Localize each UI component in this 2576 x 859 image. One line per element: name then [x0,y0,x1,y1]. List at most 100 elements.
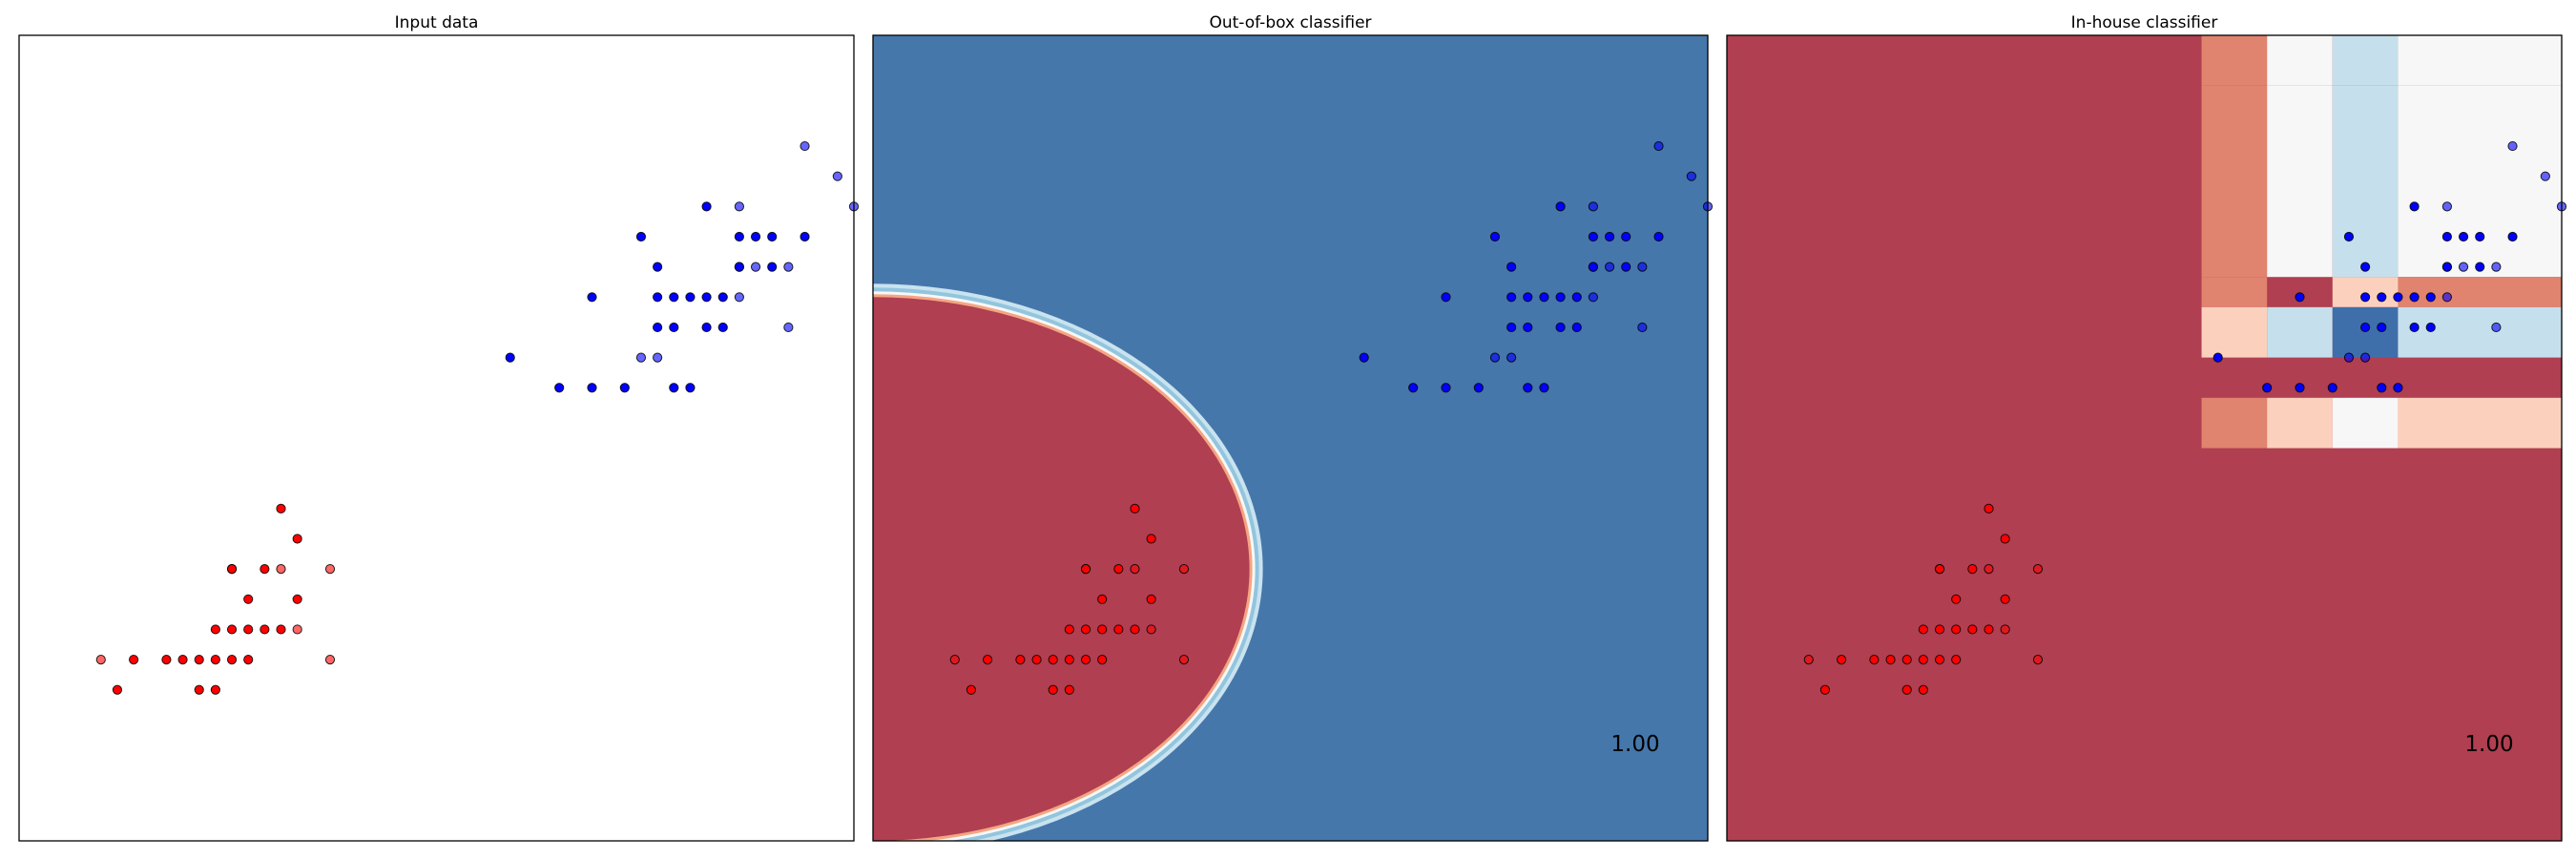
data-point [1588,201,1599,212]
tree-region-13 [2332,306,2399,358]
plot-frame [18,34,855,842]
data-point [1408,383,1419,393]
data-point [1951,655,1962,665]
data-point [800,231,810,242]
data-point [767,262,778,272]
data-point [226,655,238,665]
data-point [1506,322,1517,333]
tree-region-7 [2398,85,2562,278]
data-point [734,201,745,212]
data-point [276,624,286,635]
data-point [2393,292,2403,303]
data-point [1359,352,1369,363]
data-point [1064,655,1074,665]
data-point [1523,383,1533,393]
data-point [2441,201,2453,212]
data-point [128,655,139,665]
tree-region-0 [2201,35,2268,86]
data-point [1621,262,1631,272]
data-point [324,564,336,575]
data-point [2540,171,2550,181]
data-point [1064,624,1074,635]
data-point [2360,322,2371,333]
data-point [1080,655,1091,665]
data-point [2409,322,2420,333]
data-point [194,655,204,665]
data-point [1146,594,1156,604]
data-point [2360,292,2371,303]
data-point [2295,383,2305,393]
data-point [226,624,238,635]
data-point [653,262,663,272]
data-point [226,564,238,575]
data-point [1819,684,1831,695]
data-point [292,594,302,604]
data-point [750,231,761,242]
data-point [2409,201,2420,212]
data-point [767,231,778,242]
data-point [2458,262,2469,272]
data-point [2441,231,2453,242]
data-point [1901,655,1912,665]
data-point [587,383,597,393]
scatter-points [1803,140,2567,695]
data-point [2507,231,2518,242]
panel-input-data: Input data [18,13,860,842]
data-point [619,383,630,393]
data-point [1441,292,1451,303]
data-point [2441,292,2453,303]
data-point [1178,655,1190,665]
data-point [2491,262,2502,272]
data-point [2425,292,2436,303]
data-point [243,624,254,635]
data-point [1080,564,1091,575]
data-point [2000,624,2010,635]
data-point [292,534,302,544]
data-point [1015,655,1026,665]
data-point [1967,624,1978,635]
plot-area-out-of-box: 1.00 [872,34,1714,842]
tree-region-11 [2201,306,2268,358]
scatter-points [95,140,860,695]
tree-region-12 [2267,306,2333,358]
data-point [1571,322,1582,333]
data-point [161,655,172,665]
data-point [1637,262,1648,272]
data-point [653,322,663,333]
data-point [783,322,794,333]
data-point [260,624,270,635]
tree-region-3 [2398,35,2562,86]
data-point [685,383,696,393]
data-point [1489,352,1501,363]
data-point [2507,140,2518,152]
data-point [1588,292,1599,303]
data-point [2458,231,2469,242]
data-point [292,624,302,635]
data-point [1604,231,1615,242]
data-point [2441,262,2453,272]
data-point [1555,201,1566,212]
data-point [1984,503,1994,513]
data-point [635,231,647,242]
data-point [210,684,220,695]
data-point [1113,564,1124,575]
plot-frame [872,34,1709,842]
data-point [669,383,679,393]
data-point [1539,383,1549,393]
data-point [1571,292,1582,303]
data-point [1918,684,1928,695]
data-point [2212,352,2223,363]
data-point [1031,655,1042,665]
data-point [1064,684,1074,695]
tree-region-10 [2332,277,2399,307]
panel-title-input-data: Input data [395,13,479,32]
data-point [324,655,336,665]
data-point [734,231,745,242]
data-point [260,564,270,575]
data-point [2393,383,2403,393]
data-point [1506,352,1517,363]
decision-surface [873,35,1708,841]
data-point [2425,322,2436,333]
data-point [1637,322,1648,333]
data-point [2000,594,2010,604]
